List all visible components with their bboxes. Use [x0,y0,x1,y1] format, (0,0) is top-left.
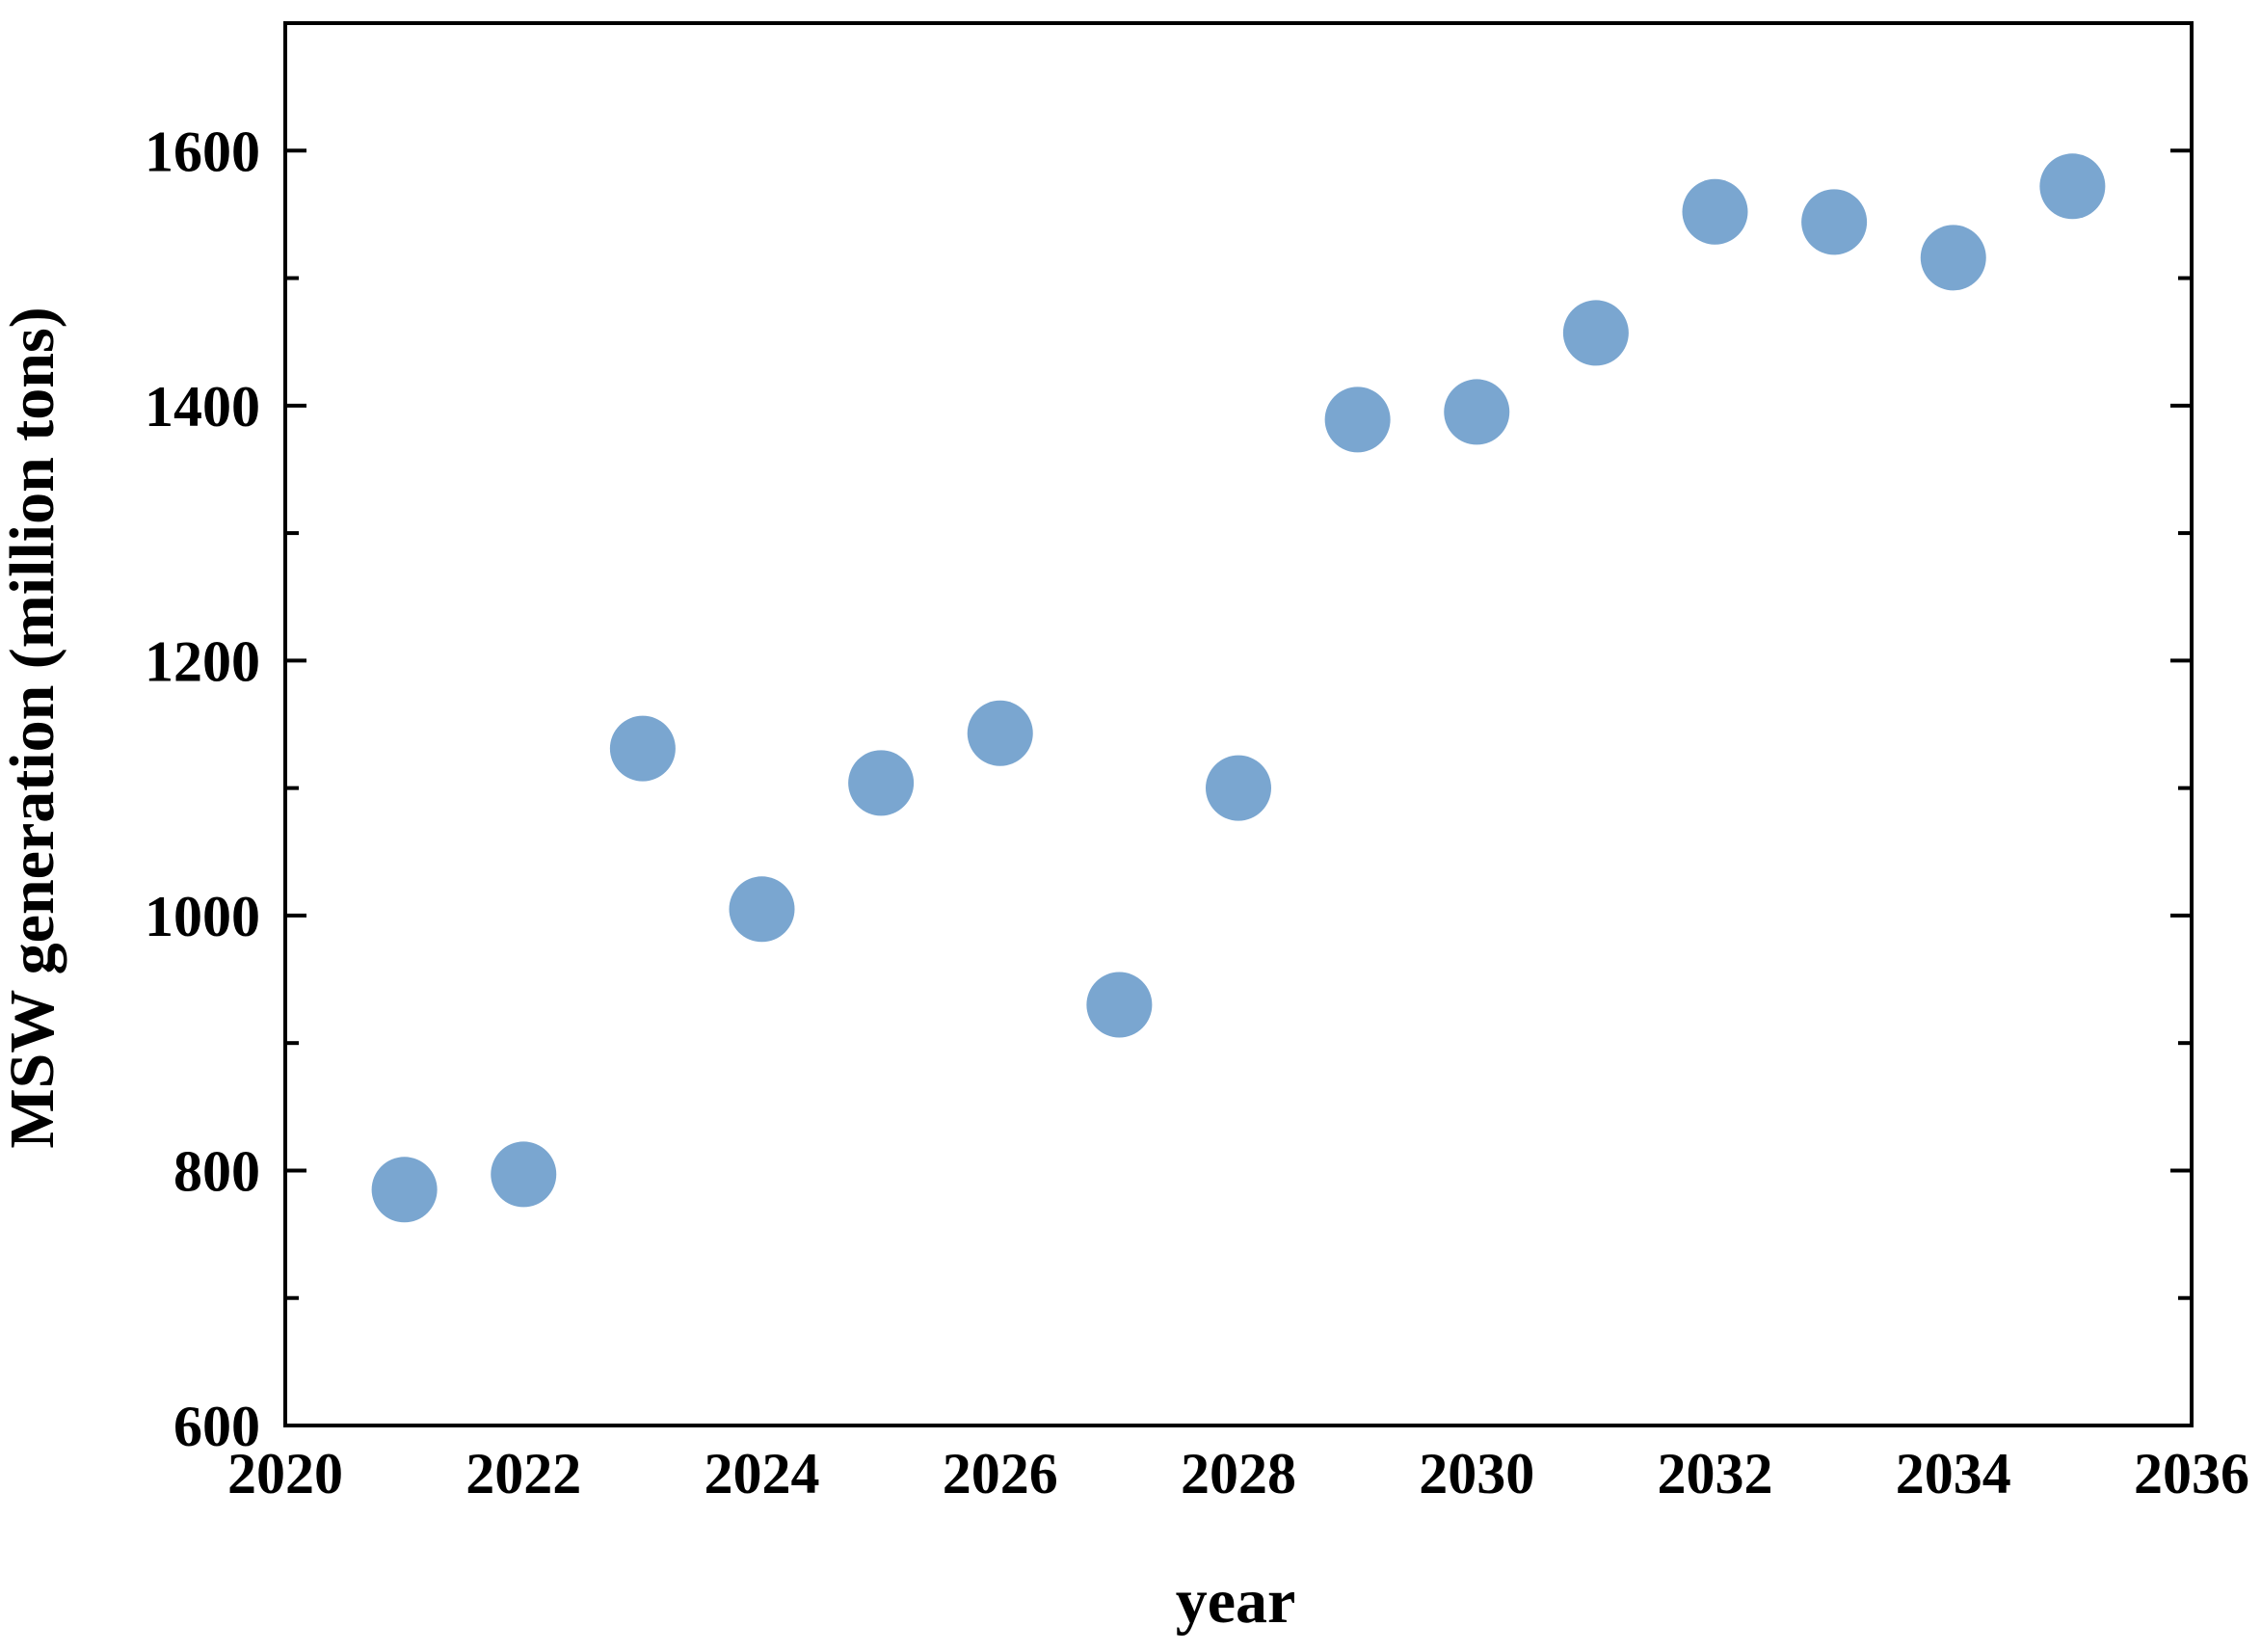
data-point [1920,225,1986,291]
data-point [1324,386,1391,453]
x-tick-label: 2024 [705,1442,820,1505]
x-tick-label: 2020 [227,1442,343,1505]
data-point [1206,755,1271,821]
data-point [371,1157,438,1223]
x-tick-label: 2030 [1419,1442,1534,1505]
x-tick-label: 2032 [1658,1442,1773,1505]
x-axis-ticks: 2020 2022 2024 2026 2028 2030 2032 2034 2036 [227,1442,2249,1505]
x-tick-label: 2026 [943,1442,1058,1505]
data-point [1086,972,1153,1038]
y-tick-label: 800 [173,1139,260,1203]
data-point [2039,153,2106,220]
y-tick-label: 1600 [145,120,260,183]
x-tick-label: 2036 [2134,1442,2249,1505]
data-point [1562,300,1629,366]
y-axis-label: MSW generation (million tons) [0,306,67,1148]
y-tick-label: 1200 [145,629,260,693]
plot-border [283,21,2194,1427]
data-points [371,153,2106,1223]
x-tick-label: 2034 [1896,1442,2011,1505]
data-point [967,700,1033,766]
y-tick-label: 1400 [145,375,260,439]
data-point [1682,178,1748,245]
plot-frame [283,21,2194,1427]
data-point [1444,379,1510,445]
data-point [848,750,915,816]
data-point [609,715,676,782]
x-axis-label: year [1176,1566,1296,1637]
data-point [491,1141,557,1208]
data-point [729,876,795,943]
x-tick-label: 2022 [466,1442,581,1505]
data-point [1801,189,1868,255]
x-tick-label: 2028 [1181,1442,1296,1505]
y-tick-label: 1000 [145,885,260,948]
y-tick-label: 600 [173,1395,260,1458]
y-axis-ticks: 600 800 1000 1200 1400 1600 [145,120,2192,1458]
